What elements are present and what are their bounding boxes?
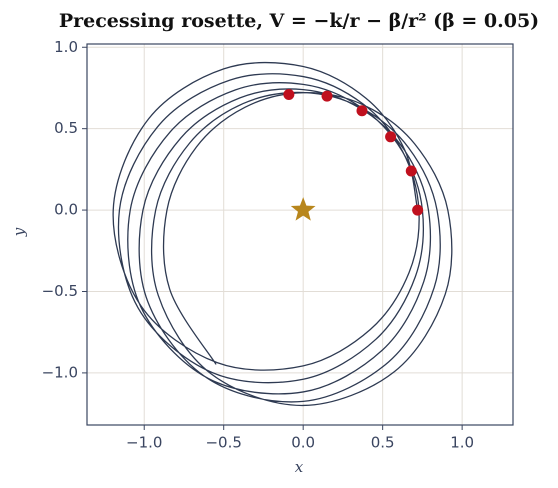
y-tick-label: −1.0 xyxy=(42,363,78,381)
periapsis-point xyxy=(356,105,368,117)
x-tick-label: −0.5 xyxy=(205,434,241,452)
x-tick-label: 1.0 xyxy=(450,434,474,452)
periapsis-point xyxy=(283,88,295,100)
periapsis-point xyxy=(412,204,424,216)
periapsis-point xyxy=(405,165,417,177)
y-tick-label: −0.5 xyxy=(42,282,78,300)
x-tick-label: 0.0 xyxy=(291,434,315,452)
y-tick-label: 0.0 xyxy=(54,201,78,219)
x-tick-label: −1.0 xyxy=(126,434,162,452)
chart-title: Precessing rosette, V = −k/r − β/r² (β =… xyxy=(59,10,539,32)
center-star xyxy=(290,197,316,221)
x-tick-label: 0.5 xyxy=(371,434,395,452)
periapsis-point xyxy=(385,131,397,143)
y-tick-label: 0.5 xyxy=(54,119,78,137)
y-axis-label: y xyxy=(10,227,28,237)
x-axis-label: x xyxy=(295,458,304,476)
plot-frame xyxy=(86,43,514,426)
y-tick-label: 1.0 xyxy=(54,38,78,56)
periapsis-point xyxy=(321,90,333,102)
orbit-line xyxy=(112,61,453,407)
